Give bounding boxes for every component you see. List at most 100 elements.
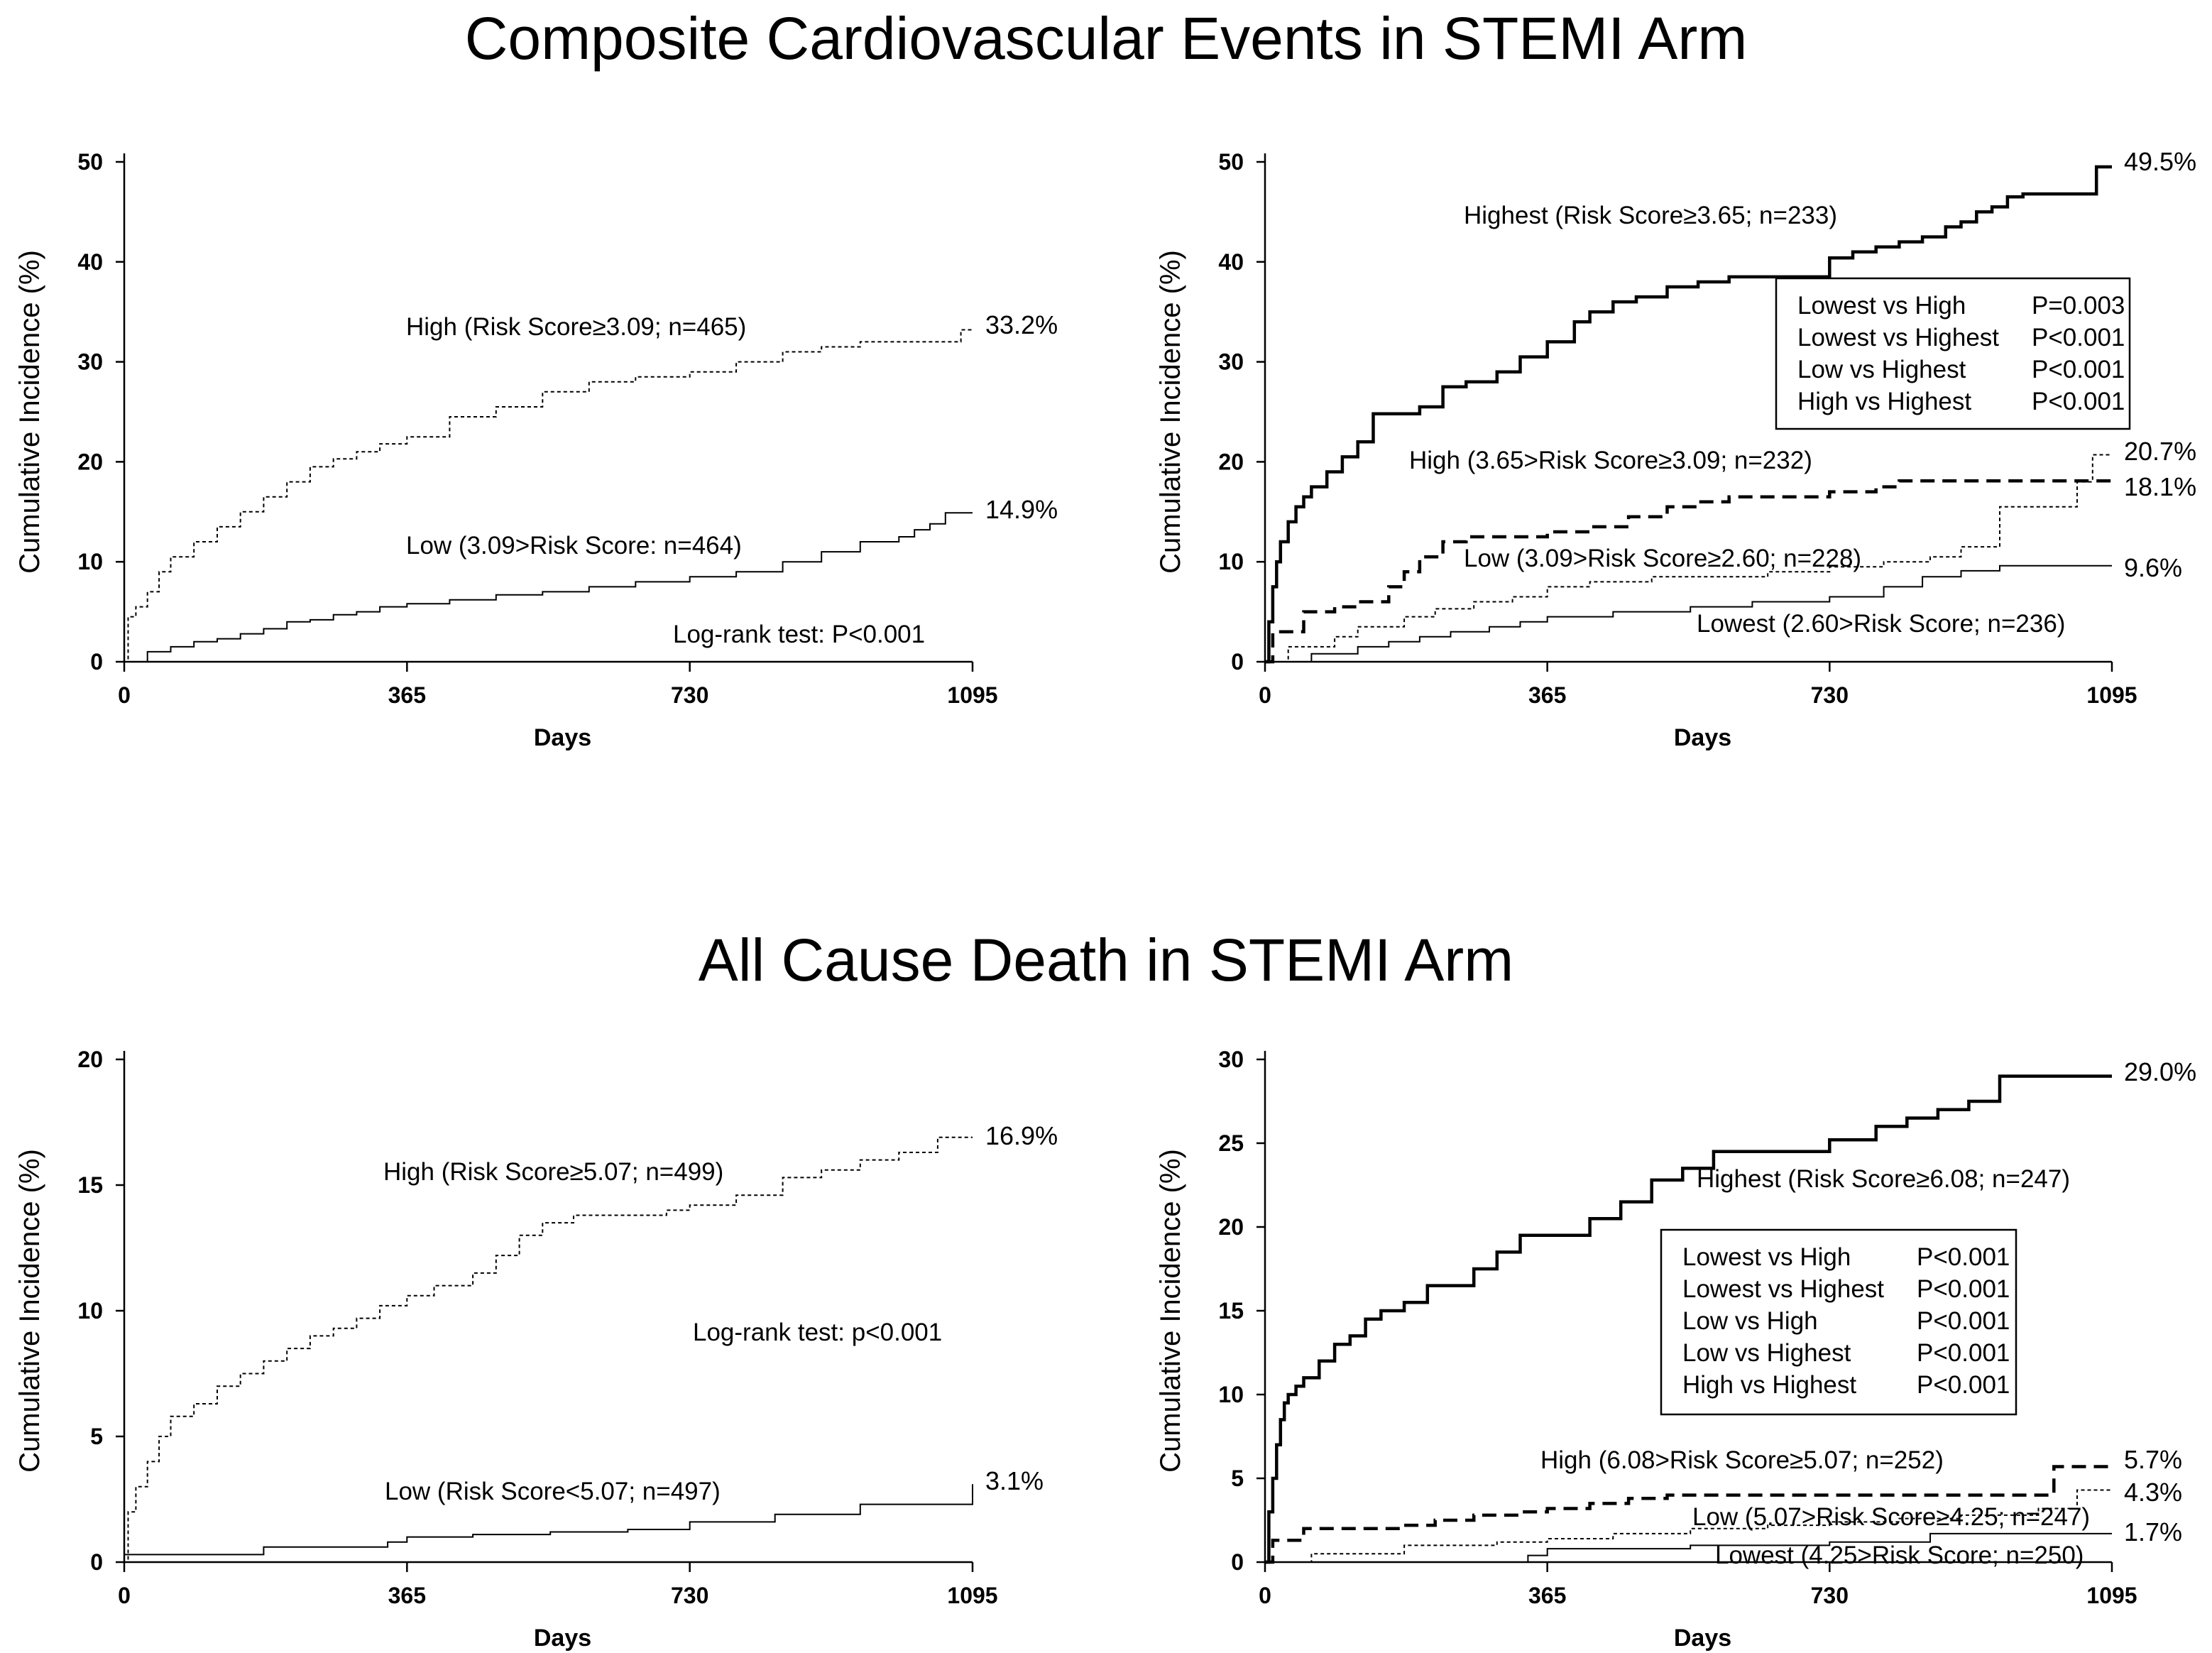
series-label-1: Low (Risk Score<5.07; n=497) (385, 1478, 721, 1505)
y-tick-label: 25 (1218, 1130, 1244, 1156)
y-tick-label: 0 (1231, 1549, 1244, 1575)
series-label-2: Low (3.09>Risk Score≥2.60; n=228) (1464, 545, 1861, 572)
series-line-3 (1265, 1532, 2112, 1563)
y-tick-label: 20 (77, 449, 103, 474)
y-tick-label: 30 (77, 349, 103, 375)
section-title-death: All Cause Death in STEMI Arm (698, 927, 1514, 993)
series-line-0 (1265, 1074, 2112, 1564)
p-value-box-border (1660, 1228, 2017, 1416)
comparison-p-value: P<0.001 (2032, 324, 2125, 351)
series-label-0: High (Risk Score≥3.09; n=465) (406, 313, 746, 341)
series-line-0 (124, 329, 973, 662)
end-value-label-0: 16.9% (985, 1121, 1058, 1150)
y-tick-label: 40 (77, 249, 103, 275)
p-value-box-border (1775, 277, 2131, 430)
comparison-label: High vs Highest (1682, 1371, 1856, 1399)
end-value-label-3: 1.7% (2124, 1517, 2182, 1546)
chart-bottom-left: 0 365 730 1095 0 5 10 15 20 Days Cumulative Incide… (14, 1047, 1058, 1652)
comparison-p-value: P<0.001 (2032, 356, 2125, 383)
series-label-3: Lowest (2.60>Risk Score; n=236) (1697, 610, 2065, 638)
x-tick-label: 1095 (2086, 682, 2137, 708)
series-label-0: Highest (Risk Score≥6.08; n=247) (1697, 1165, 2070, 1193)
series-label-1: Low (3.09>Risk Score: n=464) (406, 532, 742, 560)
x-axis-title: Days (534, 1625, 591, 1652)
series-label-2: Low (5.07>Risk Score≥4.25; n=247) (1692, 1503, 2090, 1531)
p-value-box: Lowest vs High P=0.003 Lowest vs Highest P<… (1775, 277, 2131, 430)
y-tick-label: 0 (90, 1549, 103, 1575)
comparison-p-value: P<0.001 (2032, 388, 2125, 415)
comparison-label: Lowest vs Highest (1682, 1275, 1884, 1303)
comparison-label: Low vs Highest (1797, 356, 1966, 383)
series-label-3: Lowest (4.25>Risk Score; n=250) (1715, 1542, 2084, 1569)
series-line-3 (1265, 564, 2112, 662)
series-line-1 (124, 512, 973, 662)
comparison-label: Lowest vs High (1797, 292, 1966, 320)
series-line-1 (1265, 1465, 2112, 1564)
y-tick-label: 50 (1218, 149, 1244, 175)
series-line-2 (1265, 454, 2112, 662)
y-axis-title: Cumulative Incidence (%) (14, 250, 45, 574)
y-tick-label: 30 (1218, 1047, 1244, 1072)
comparison-p-value: P<0.001 (1917, 1275, 2010, 1303)
y-tick-label: 50 (77, 149, 103, 175)
x-axis-title: Days (534, 724, 591, 751)
x-tick-label: 730 (1811, 682, 1849, 708)
end-value-label-0: 33.2% (985, 310, 1058, 339)
comparison-p-value: P<0.001 (1917, 1243, 2010, 1271)
x-tick-label: 730 (671, 1583, 708, 1608)
end-value-label-1: 18.1% (2124, 472, 2196, 501)
x-tick-label: 365 (388, 1583, 426, 1608)
chart-top-left: 0 365 730 1095 0 10 20 30 40 50 Days Cumulative Inc… (14, 149, 1058, 751)
comparison-p-value: P=0.003 (2032, 292, 2125, 320)
y-tick-label: 5 (1231, 1466, 1244, 1491)
y-tick-label: 5 (90, 1424, 103, 1449)
chart-bottom-right: 0 365 730 1095 0 5 10 15 20 25 30 Days Cumulative In… (1155, 1047, 2196, 1652)
x-axis-title: Days (1674, 724, 1731, 751)
series-line-2 (1265, 1489, 2112, 1563)
end-value-label-0: 49.5% (2124, 147, 2196, 176)
series-label-0: High (Risk Score≥5.07; n=499) (383, 1158, 723, 1186)
series-label-1: High (3.65>Risk Score≥3.09; n=232) (1409, 447, 1812, 474)
x-tick-label: 365 (388, 682, 426, 708)
chart-top-right: 0 365 730 1095 0 10 20 30 40 50 Days Cumulative Inc… (1155, 147, 2196, 751)
comparison-p-value: P<0.001 (1917, 1371, 2010, 1399)
comparison-p-value: P<0.001 (1917, 1339, 2010, 1367)
y-axis-title: Cumulative Incidence (%) (14, 1149, 45, 1473)
x-tick-label: 1095 (947, 682, 997, 708)
log-rank-annotation: Log-rank test: p<0.001 (693, 1319, 942, 1346)
x-tick-label: 730 (671, 682, 708, 708)
x-tick-label: 365 (1528, 1583, 1566, 1608)
x-tick-label: 0 (1259, 682, 1271, 708)
end-value-label-1: 14.9% (985, 495, 1058, 524)
y-tick-label: 20 (1218, 1214, 1244, 1240)
comparison-label: Lowest vs Highest (1797, 324, 1999, 351)
x-tick-label: 0 (118, 1583, 131, 1608)
x-tick-label: 0 (1259, 1583, 1271, 1608)
end-value-label-2: 20.7% (2124, 437, 2196, 466)
y-tick-label: 15 (77, 1172, 103, 1198)
section-title-composite: Composite Cardiovascular Events in STEMI… (464, 5, 1748, 72)
comparison-label: Low vs High (1682, 1307, 1818, 1335)
x-tick-label: 730 (1811, 1583, 1849, 1608)
x-axis-title: Days (1674, 1625, 1731, 1652)
end-value-label-1: 5.7% (2124, 1445, 2182, 1474)
end-value-label-0: 29.0% (2124, 1057, 2196, 1086)
log-rank-annotation: Log-rank test: P<0.001 (673, 621, 925, 648)
comparison-label: Lowest vs High (1682, 1243, 1851, 1271)
end-value-label-3: 9.6% (2124, 553, 2182, 582)
y-tick-label: 30 (1218, 349, 1244, 375)
y-tick-label: 10 (77, 549, 103, 574)
comparison-p-value: P<0.001 (1917, 1307, 2010, 1335)
y-tick-label: 0 (1231, 649, 1244, 675)
series-line-0 (1265, 165, 2112, 664)
y-tick-label: 20 (1218, 449, 1244, 474)
x-tick-label: 0 (118, 682, 131, 708)
comparison-label: High vs Highest (1797, 388, 1971, 415)
y-tick-label: 40 (1218, 249, 1244, 275)
y-axis-title: Cumulative Incidence (%) (1155, 1149, 1186, 1473)
comparison-label: Low vs Highest (1682, 1339, 1851, 1367)
series-line-1 (124, 1484, 973, 1556)
x-tick-label: 1095 (2086, 1583, 2137, 1608)
y-tick-label: 15 (1218, 1298, 1244, 1324)
